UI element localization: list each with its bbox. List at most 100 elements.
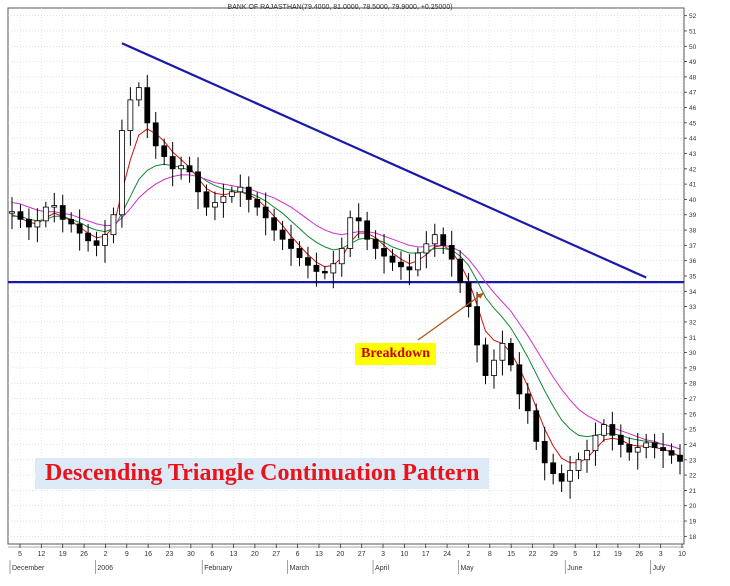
price-bar-body	[135, 87, 142, 101]
price-bar	[254, 192, 261, 216]
price-bar	[102, 220, 108, 263]
price-bar	[584, 439, 590, 473]
y-tick-label: 34	[689, 289, 697, 296]
price-bar	[609, 411, 616, 451]
x-tick-label: 20	[251, 551, 259, 558]
price-bar-body	[313, 264, 320, 272]
price-bar	[575, 452, 582, 480]
price-bar-body	[626, 444, 633, 453]
price-bar	[592, 422, 599, 466]
price-bar	[135, 82, 142, 107]
price-bar-body	[76, 223, 83, 234]
price-bar	[178, 156, 185, 180]
moving-average-medium	[12, 163, 681, 450]
price-bar-body	[516, 364, 523, 395]
price-bar	[68, 212, 75, 233]
price-bar-body	[448, 244, 455, 260]
price-bar-body	[178, 165, 185, 170]
price-bar	[279, 221, 286, 251]
x-tick-label: 10	[678, 551, 686, 558]
price-bar	[567, 455, 573, 499]
price-bar-body	[85, 232, 92, 242]
x-tick-label: 6	[296, 551, 300, 558]
price-bar-body	[330, 263, 337, 274]
month-label: May	[460, 565, 474, 572]
price-bar-body	[93, 240, 100, 246]
price-bar	[220, 183, 227, 218]
x-tick-label: 27	[272, 551, 280, 558]
price-bar	[482, 337, 489, 385]
x-tick-label: 2	[466, 551, 470, 558]
price-bar-body	[9, 211, 15, 214]
price-bar	[541, 426, 548, 481]
price-bar-body	[491, 359, 497, 376]
price-bar-body	[195, 171, 201, 193]
y-tick-label: 22	[689, 473, 697, 480]
price-bar	[288, 224, 294, 266]
y-tick-label: 35	[689, 274, 697, 281]
moving-averages	[11, 128, 681, 464]
x-tick-label: 29	[550, 551, 558, 558]
price-bar	[440, 227, 447, 255]
price-bar	[169, 142, 176, 187]
price-bar-body	[17, 211, 24, 220]
price-bar-body	[119, 130, 125, 216]
price-bar-body	[499, 342, 506, 361]
y-tick-label: 33	[689, 304, 697, 311]
x-tick-label: 27	[358, 551, 366, 558]
price-bar	[296, 241, 303, 267]
x-tick-label: 15	[507, 551, 515, 558]
y-tick-label: 50	[689, 44, 697, 51]
price-bar-body	[228, 191, 235, 197]
price-bar	[195, 157, 201, 210]
price-bar	[245, 176, 252, 213]
price-bar	[152, 111, 159, 159]
price-bar-body	[423, 243, 430, 254]
price-bar-body	[127, 99, 134, 131]
y-tick-label: 24	[689, 442, 697, 449]
price-bar-body	[660, 447, 666, 451]
price-bar	[321, 266, 328, 280]
price-bar	[127, 87, 134, 146]
price-bar	[465, 273, 472, 318]
month-label: July	[653, 565, 666, 572]
month-label: December	[12, 565, 45, 572]
x-tick-label: 17	[422, 551, 430, 558]
price-bar-body	[347, 217, 354, 249]
y-tick-label: 51	[689, 28, 697, 35]
pattern-title-banner: Descending Triangle Continuation Pattern	[35, 458, 490, 489]
price-bar	[110, 207, 117, 244]
price-bar-body	[440, 234, 447, 246]
price-bar-body	[338, 248, 345, 265]
price-bar	[507, 338, 514, 372]
breakdown-arrow-shaft	[417, 292, 485, 341]
y-tick-label: 47	[689, 90, 697, 97]
x-tick-label: 9	[125, 551, 129, 558]
x-tick-label: 22	[529, 551, 537, 558]
price-bar-body	[524, 393, 531, 412]
x-tick-label: 5	[18, 551, 22, 558]
price-bar	[85, 224, 92, 252]
y-tick-label: 18	[689, 534, 697, 541]
price-bar	[347, 210, 354, 258]
x-tick-label: 16	[144, 551, 152, 558]
price-bar	[355, 203, 362, 239]
month-label: 2006	[97, 565, 113, 572]
month-label: April	[375, 565, 389, 572]
price-bar-body	[364, 220, 371, 240]
x-tick-label: 3	[381, 551, 385, 558]
price-bar	[271, 208, 278, 241]
price-bar	[524, 383, 531, 424]
breakdown-label: Breakdown	[355, 343, 436, 365]
price-bar	[423, 231, 430, 269]
price-bar	[677, 444, 683, 475]
price-bar-body	[457, 258, 464, 283]
x-tick-label: 12	[593, 551, 601, 558]
price-bar	[634, 432, 641, 470]
y-tick-label: 30	[689, 350, 697, 357]
price-bar-body	[34, 220, 41, 228]
trendlines	[8, 42, 684, 284]
price-bar	[93, 231, 100, 257]
price-bar-body	[262, 206, 269, 219]
